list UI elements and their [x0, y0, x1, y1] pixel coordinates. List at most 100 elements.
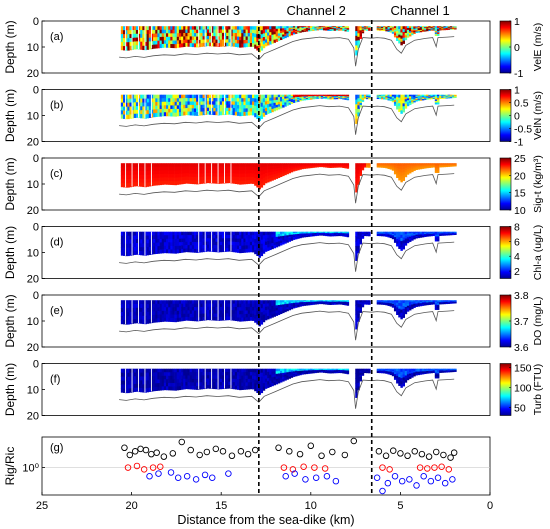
heatmap-cell: [284, 235, 287, 238]
heatmap-cell: [284, 35, 287, 39]
heatmap-cell: [217, 169, 221, 174]
heatmap-cell: [396, 165, 399, 169]
heatmap-cell: [449, 165, 453, 167]
heatmap-cell: [327, 28, 330, 30]
heatmap-cell: [170, 36, 173, 41]
heatmap-cell: [307, 165, 311, 167]
heatmap-cell: [417, 235, 421, 238]
heatmap-cell: [239, 300, 242, 305]
heatmap-cell: [219, 372, 223, 376]
heatmap-cell: [131, 251, 135, 256]
heatmap-cell: [441, 95, 444, 97]
heatmap-cell: [290, 234, 294, 237]
heatmap-cell: [254, 181, 257, 186]
heatmap-cell: [299, 28, 302, 30]
heatmap-cell: [443, 28, 446, 30]
heatmap-cell: [383, 231, 386, 233]
panel-tag: (b): [50, 100, 63, 112]
heatmap-cell: [187, 111, 190, 116]
heatmap-cell: [402, 240, 406, 244]
heatmap-cell: [385, 301, 388, 303]
heatmap-cell: [452, 26, 455, 28]
heatmap-cell: [378, 232, 382, 234]
heatmap-cell: [226, 36, 229, 40]
heatmap-cell: [424, 302, 427, 304]
heatmap-cell: [213, 238, 216, 243]
heatmap-cell: [122, 380, 126, 385]
heatmap-cell: [159, 163, 163, 168]
heatmap-cell: [295, 95, 298, 98]
heatmap-cell: [424, 97, 427, 100]
heatmap-cell: [359, 30, 362, 33]
heatmap-cell: [122, 106, 126, 111]
heatmap-cell: [282, 32, 285, 35]
heatmap-cell: [196, 163, 199, 168]
heatmap-cell: [150, 372, 154, 377]
heatmap-cell: [434, 32, 438, 35]
heatmap-cell: [178, 180, 182, 185]
heatmap-cell: [310, 95, 313, 97]
heatmap-cell: [443, 95, 446, 97]
heatmap-cell: [150, 37, 154, 42]
heatmap-cell: [365, 232, 369, 234]
heatmap-cell: [211, 316, 214, 321]
heatmap-cell: [157, 311, 160, 316]
heatmap-cell: [426, 303, 429, 305]
heatmap-cell: [196, 36, 199, 41]
heatmap-cell: [127, 175, 130, 180]
heatmap-cell: [153, 37, 156, 42]
heatmap-cell: [226, 111, 229, 115]
heatmap-cell: [312, 163, 315, 166]
heatmap-cell: [174, 235, 178, 240]
heatmap-cell: [267, 178, 270, 183]
heatmap-cell: [312, 29, 315, 31]
heatmap-cell: [338, 163, 341, 165]
heatmap-cell: [150, 318, 154, 324]
heatmap-cell: [396, 312, 399, 315]
heatmap-cell: [236, 94, 240, 99]
heatmap-cell: [307, 304, 311, 306]
heatmap-cell: [206, 316, 210, 321]
heatmap-cell: [318, 301, 322, 303]
heatmap-cell: [247, 245, 251, 250]
heatmap-cell: [204, 97, 208, 102]
heatmap-cell: [452, 232, 455, 234]
heatmap-cell: [447, 27, 451, 29]
heatmap-cell: [185, 111, 188, 116]
heatmap-cell: [256, 38, 259, 43]
heatmap-cell: [193, 385, 197, 390]
heatmap-cell: [393, 305, 397, 308]
heatmap-cell: [310, 96, 313, 99]
heatmap-cell: [178, 242, 182, 247]
heatmap-cell: [249, 29, 253, 34]
heatmap-cell: [338, 165, 341, 167]
heatmap-cell: [135, 37, 139, 42]
heatmap-cell: [378, 302, 382, 304]
heatmap-cell: [193, 43, 197, 48]
heatmap-cell: [135, 41, 139, 46]
heatmap-cell: [295, 27, 298, 30]
heatmap-cell: [213, 310, 216, 314]
heatmap-cell: [211, 166, 214, 171]
heatmap-cell: [256, 308, 259, 313]
heatmap-cell: [393, 31, 397, 34]
heatmap-cell: [331, 233, 335, 235]
heatmap-cell: [157, 98, 160, 103]
heatmap-cell: [409, 96, 412, 99]
heatmap-cell: [215, 241, 218, 246]
heatmap-cell: [383, 96, 386, 98]
heatmap-cell: [239, 98, 242, 103]
heatmap-cell: [226, 104, 229, 109]
heatmap-cell: [271, 40, 274, 44]
heatmap-cell: [148, 372, 152, 377]
heatmap-cell: [178, 303, 182, 308]
heatmap-cell: [346, 301, 350, 304]
heatmap-cell: [183, 306, 186, 311]
gap-stripe: [131, 94, 133, 118]
heatmap-cell: [439, 96, 442, 98]
heatmap-cell: [217, 43, 221, 47]
heatmap-cell: [452, 301, 455, 303]
heatmap-cell: [441, 303, 444, 305]
heatmap-cell: [135, 315, 139, 320]
heatmap-cell: [264, 101, 268, 105]
